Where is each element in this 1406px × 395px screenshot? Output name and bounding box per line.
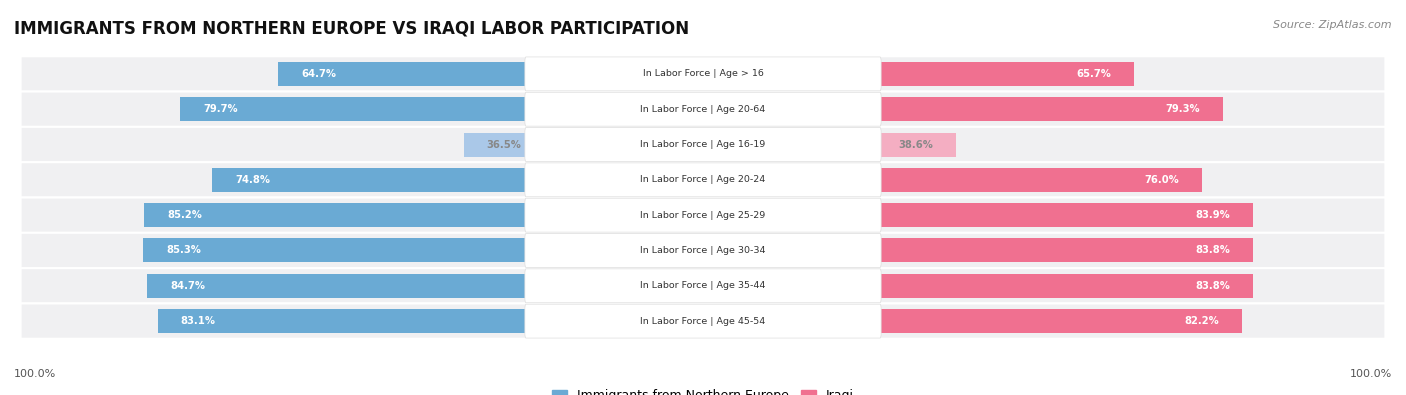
FancyBboxPatch shape <box>524 128 882 162</box>
FancyBboxPatch shape <box>21 198 1385 233</box>
Text: 83.1%: 83.1% <box>181 316 215 326</box>
Bar <box>703 168 1202 192</box>
Text: 79.7%: 79.7% <box>202 104 238 114</box>
FancyBboxPatch shape <box>21 303 1385 339</box>
Bar <box>703 309 1243 333</box>
Text: 85.2%: 85.2% <box>167 210 202 220</box>
Text: 65.7%: 65.7% <box>1076 69 1111 79</box>
Bar <box>278 62 703 86</box>
Text: 83.9%: 83.9% <box>1195 210 1230 220</box>
Bar <box>157 309 703 333</box>
Text: 76.0%: 76.0% <box>1144 175 1178 185</box>
Text: 36.5%: 36.5% <box>486 139 522 150</box>
FancyBboxPatch shape <box>21 268 1385 303</box>
Bar <box>143 239 703 263</box>
Text: In Labor Force | Age 20-24: In Labor Force | Age 20-24 <box>640 175 766 184</box>
FancyBboxPatch shape <box>524 304 882 338</box>
FancyBboxPatch shape <box>21 56 1385 92</box>
Text: 83.8%: 83.8% <box>1195 245 1230 256</box>
Bar <box>148 274 703 298</box>
Text: In Labor Force | Age 16-19: In Labor Force | Age 16-19 <box>640 140 766 149</box>
FancyBboxPatch shape <box>21 127 1385 162</box>
Text: 84.7%: 84.7% <box>170 281 205 291</box>
Bar <box>464 132 703 156</box>
Bar <box>703 203 1254 227</box>
FancyBboxPatch shape <box>524 57 882 91</box>
Text: In Labor Force | Age 20-64: In Labor Force | Age 20-64 <box>640 105 766 114</box>
Text: 64.7%: 64.7% <box>301 69 336 79</box>
Text: In Labor Force | Age 45-54: In Labor Force | Age 45-54 <box>640 317 766 325</box>
Bar <box>212 168 703 192</box>
Text: 74.8%: 74.8% <box>235 175 270 185</box>
Bar <box>703 97 1223 121</box>
Text: In Labor Force | Age 35-44: In Labor Force | Age 35-44 <box>640 281 766 290</box>
Text: 38.6%: 38.6% <box>898 139 934 150</box>
Bar <box>703 62 1135 86</box>
Text: 100.0%: 100.0% <box>14 369 56 379</box>
Legend: Immigrants from Northern Europe, Iraqi: Immigrants from Northern Europe, Iraqi <box>547 384 859 395</box>
Text: 82.2%: 82.2% <box>1185 316 1219 326</box>
Text: In Labor Force | Age > 16: In Labor Force | Age > 16 <box>643 70 763 78</box>
Text: IMMIGRANTS FROM NORTHERN EUROPE VS IRAQI LABOR PARTICIPATION: IMMIGRANTS FROM NORTHERN EUROPE VS IRAQI… <box>14 20 689 38</box>
Text: In Labor Force | Age 25-29: In Labor Force | Age 25-29 <box>640 211 766 220</box>
FancyBboxPatch shape <box>21 233 1385 268</box>
Text: 85.3%: 85.3% <box>166 245 201 256</box>
FancyBboxPatch shape <box>524 233 882 267</box>
FancyBboxPatch shape <box>524 92 882 126</box>
Bar <box>180 97 703 121</box>
Text: 83.8%: 83.8% <box>1195 281 1230 291</box>
Text: 100.0%: 100.0% <box>1350 369 1392 379</box>
Text: In Labor Force | Age 30-34: In Labor Force | Age 30-34 <box>640 246 766 255</box>
Bar <box>703 132 956 156</box>
Bar <box>143 203 703 227</box>
FancyBboxPatch shape <box>21 92 1385 127</box>
Bar <box>703 274 1253 298</box>
FancyBboxPatch shape <box>524 163 882 197</box>
Text: 79.3%: 79.3% <box>1166 104 1201 114</box>
Text: Source: ZipAtlas.com: Source: ZipAtlas.com <box>1274 20 1392 30</box>
FancyBboxPatch shape <box>524 269 882 303</box>
FancyBboxPatch shape <box>524 198 882 232</box>
FancyBboxPatch shape <box>21 162 1385 198</box>
Bar <box>703 239 1253 263</box>
